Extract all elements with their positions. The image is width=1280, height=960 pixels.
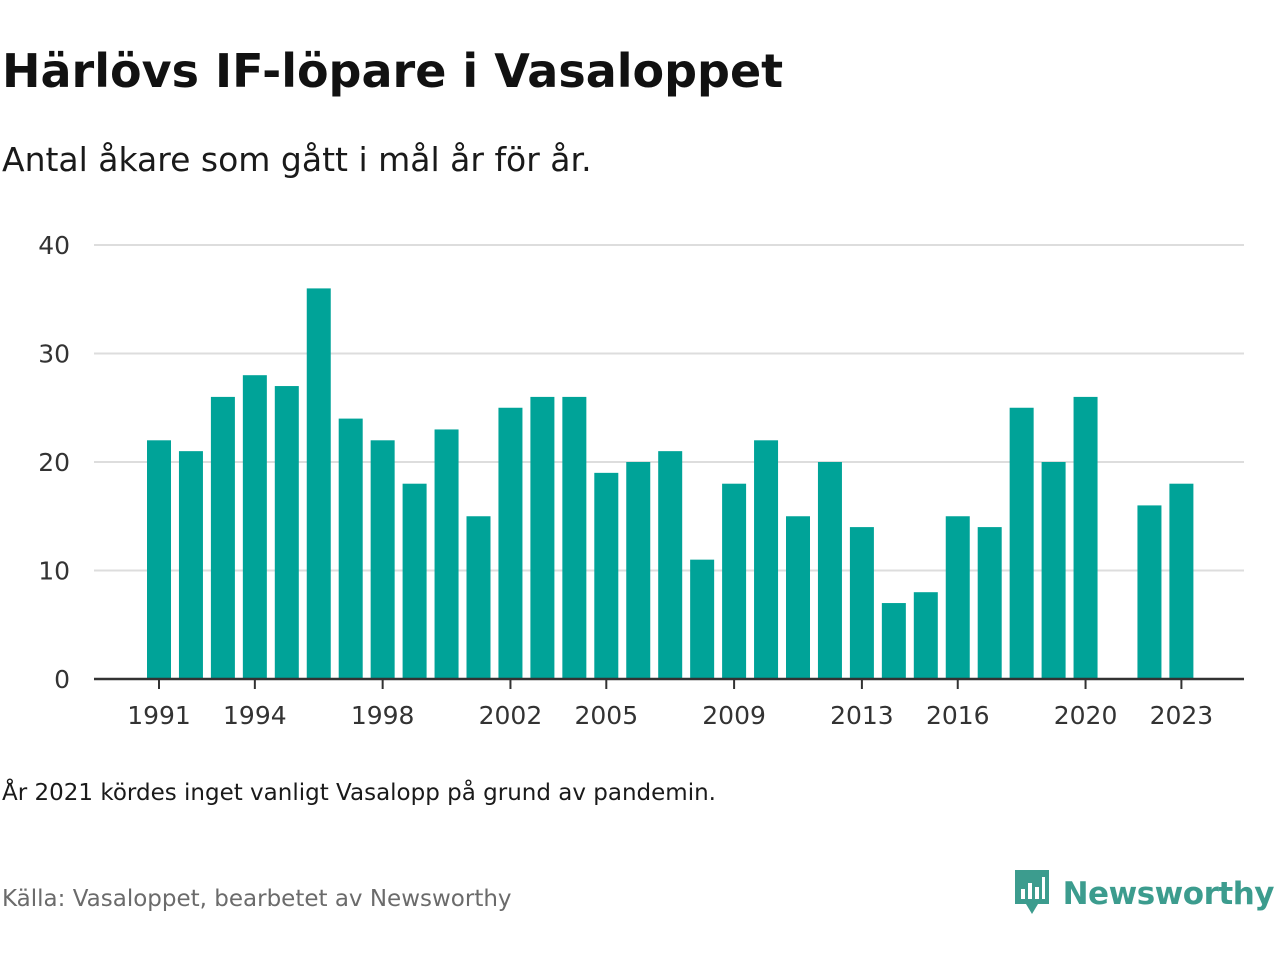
- y-tick-label: 20: [38, 448, 70, 477]
- chart-title: Härlövs IF-löpare i Vasaloppet: [2, 44, 784, 98]
- bar-1993: [210, 396, 235, 679]
- bar-1996: [306, 288, 331, 679]
- bar-1994: [242, 375, 267, 679]
- chart-note: År 2021 kördes inget vanligt Vasalopp på…: [2, 780, 716, 806]
- x-tick-label: 2016: [926, 701, 990, 730]
- bar-2008: [690, 559, 715, 679]
- bar-2010: [754, 440, 779, 679]
- x-tick-label: 2009: [702, 701, 766, 730]
- x-tick-label: 2023: [1150, 701, 1214, 730]
- x-tick-label: 2020: [1054, 701, 1118, 730]
- bar-chart: 0 10 20 30 40 1991 1994 1998 2002 2005 2009 2013 20…: [38, 231, 1244, 730]
- y-tick-label: 0: [54, 665, 70, 694]
- x-tick-label: 1994: [223, 701, 287, 730]
- bar-2022: [1137, 505, 1162, 679]
- bar-2001: [466, 516, 491, 679]
- x-tick-label: 1991: [127, 701, 191, 730]
- bar-2020: [1073, 396, 1098, 679]
- y-tick-label: 10: [38, 557, 70, 586]
- bar-2007: [658, 451, 683, 679]
- bar-1998: [370, 440, 395, 679]
- x-tick-label: 1998: [351, 701, 415, 730]
- brand-name: Newsworthy: [1062, 876, 1275, 912]
- bar-1992: [178, 451, 203, 679]
- x-axis-ticks: 1991 1994 1998 2002 2005 2009 2013 2016 2020 2023: [127, 679, 1213, 730]
- bar-1997: [338, 418, 363, 679]
- bar-2013: [849, 527, 874, 679]
- bar-1991: [147, 440, 171, 679]
- bar-2012: [817, 462, 842, 679]
- x-tick-label: 2002: [479, 701, 543, 730]
- bar-2003: [530, 396, 555, 679]
- bar-2017: [977, 527, 1002, 679]
- bar-2016: [945, 516, 970, 679]
- y-axis-ticks: 0 10 20 30 40: [38, 231, 70, 694]
- bar-2009: [722, 483, 747, 679]
- brand[interactable]: Newsworthy: [1013, 868, 1275, 920]
- bar-2018: [1009, 407, 1034, 679]
- bars: [147, 288, 1194, 679]
- bar-2023: [1169, 483, 1194, 679]
- source-text: Källa: Vasaloppet, bearbetet av Newswort…: [2, 886, 512, 912]
- bar-2004: [562, 396, 587, 679]
- x-tick-label: 2005: [574, 701, 638, 730]
- bar-2002: [498, 407, 523, 679]
- bar-2000: [434, 429, 459, 679]
- bar-2006: [626, 462, 651, 679]
- y-tick-label: 40: [38, 231, 70, 260]
- bar-2014: [881, 603, 906, 679]
- bar-2019: [1041, 462, 1066, 679]
- x-tick-label: 2013: [830, 701, 894, 730]
- y-tick-label: 30: [38, 340, 70, 369]
- bar-2005: [594, 472, 619, 679]
- bar-1999: [402, 483, 427, 679]
- bar-2015: [913, 592, 938, 679]
- chart-subtitle: Antal åkare som gått i mål år för år.: [2, 140, 592, 179]
- bar-2011: [786, 516, 810, 679]
- bar-1995: [274, 386, 299, 679]
- newsworthy-logo-icon: [1013, 868, 1051, 920]
